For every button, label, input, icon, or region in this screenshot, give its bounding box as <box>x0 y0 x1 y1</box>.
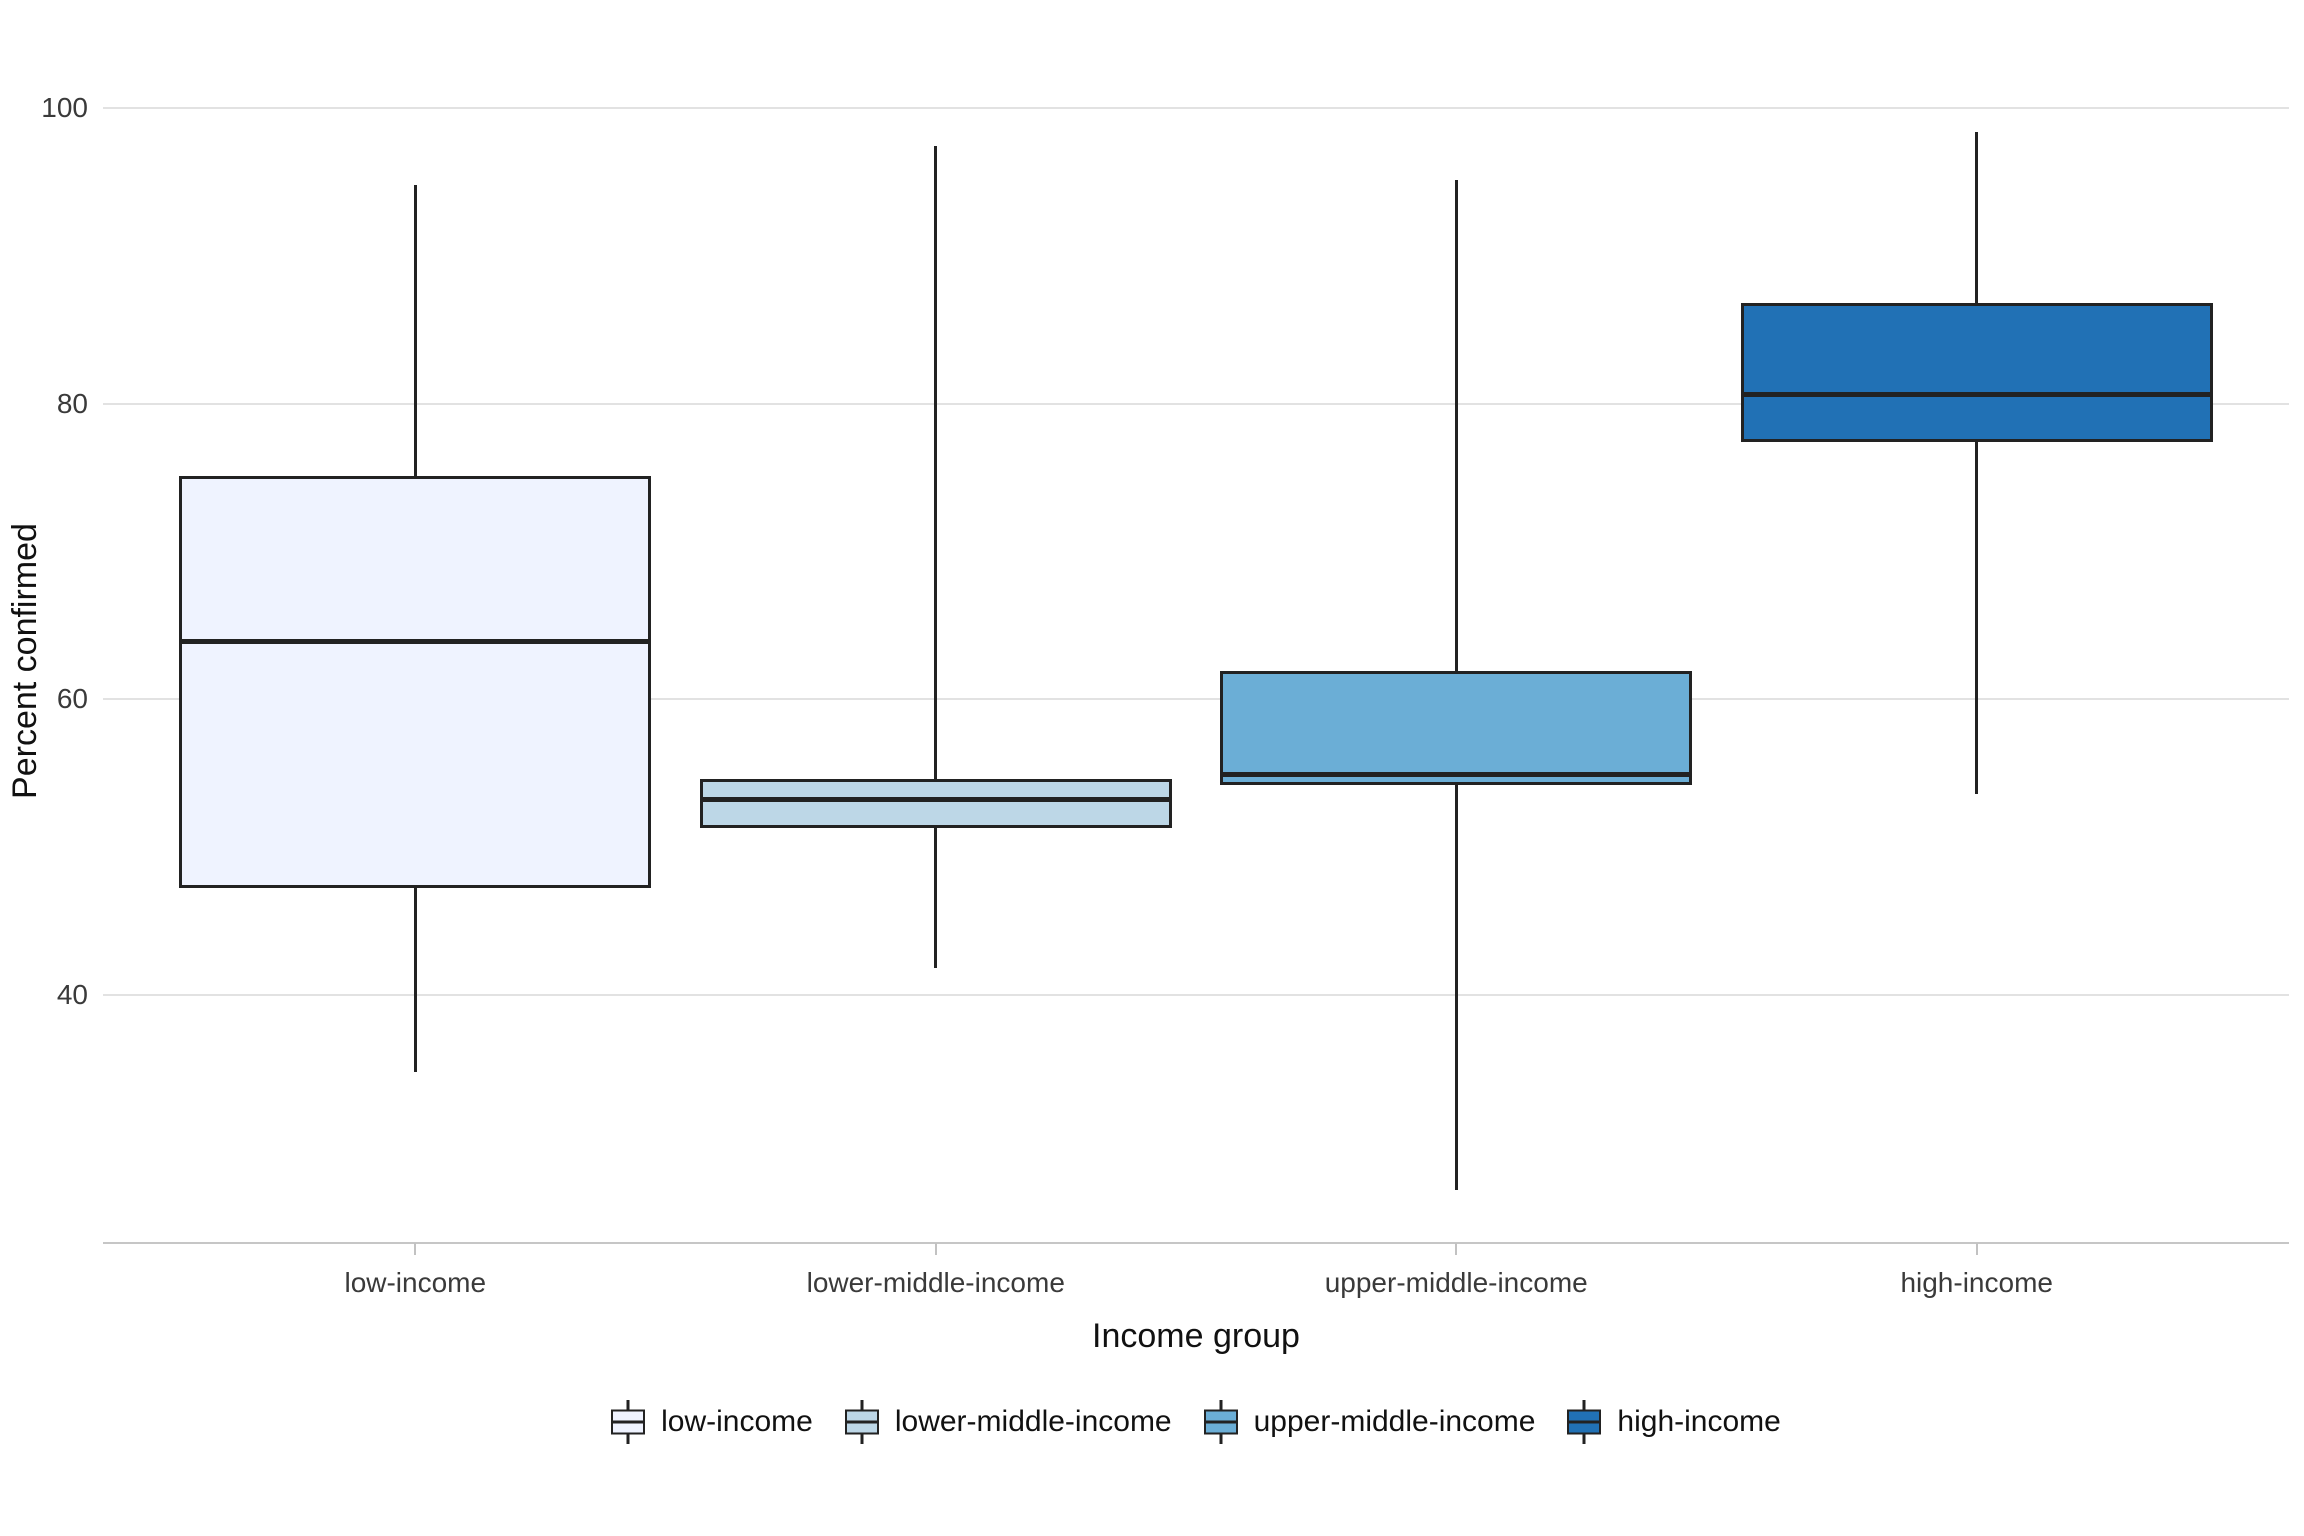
x-tick-label: low-income <box>344 1267 487 1298</box>
legend-item: lower-middle-income <box>844 1398 1172 1446</box>
x-tick-mark <box>1455 1243 1458 1255</box>
boxplot-box <box>1220 671 1693 785</box>
boxplot-box <box>1740 303 2213 443</box>
x-axis-line <box>103 1242 2289 1244</box>
boxplot-box <box>179 476 652 889</box>
legend-key-boxplot-icon <box>844 1398 879 1446</box>
chart-legend: low-income lower-middle-income upper-middl… <box>103 1392 2289 1452</box>
x-tick-label: high-income <box>1900 1267 2053 1298</box>
legend-item: high-income <box>1567 1398 1781 1446</box>
x-tick-label: upper-middle-income <box>1324 1267 1588 1298</box>
boxplot-median <box>179 639 652 645</box>
x-tick-mark <box>1975 1243 1978 1255</box>
x-tick-label: lower-middle-income <box>806 1267 1065 1298</box>
boxplot-whisker <box>1975 131 1979 794</box>
legend-key-boxplot-icon <box>1567 1398 1602 1446</box>
boxplot-box <box>699 778 1172 828</box>
legend-item: upper-middle-income <box>1203 1398 1536 1446</box>
y-tick-label: 60 <box>56 683 88 715</box>
legend-item-label: low-income <box>661 1405 813 1438</box>
boxplot-median <box>699 797 1172 803</box>
y-tick-label: 80 <box>56 387 88 419</box>
boxplot-median <box>1740 392 2213 398</box>
x-axis-title: Income group <box>1092 1317 1300 1355</box>
y-axis-title: Percent confirmed <box>6 523 44 799</box>
y-gridline <box>103 993 2289 996</box>
y-gridline <box>103 698 2289 701</box>
x-tick-mark <box>414 1243 417 1255</box>
legend-item: low-income <box>611 1398 813 1446</box>
legend-key-boxplot-icon <box>611 1398 646 1446</box>
legend-item-label: lower-middle-income <box>894 1405 1172 1438</box>
x-tick-mark <box>934 1243 937 1255</box>
legend-item-label: high-income <box>1617 1405 1781 1438</box>
legend-key-boxplot-icon <box>1203 1398 1238 1446</box>
y-gridline <box>103 107 2289 110</box>
y-gridline <box>103 402 2289 405</box>
boxplot-median <box>1220 772 1693 778</box>
y-tick-label: 40 <box>56 978 88 1010</box>
y-tick-label: 100 <box>41 92 88 124</box>
legend-item-label: upper-middle-income <box>1253 1405 1536 1438</box>
boxplot-whisker <box>934 146 938 969</box>
